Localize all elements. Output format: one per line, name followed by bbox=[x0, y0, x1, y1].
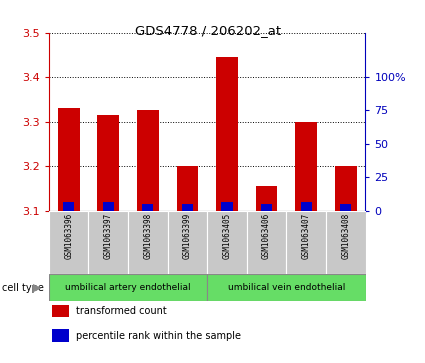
Text: percentile rank within the sample: percentile rank within the sample bbox=[76, 331, 241, 340]
Bar bbox=[182, 204, 193, 211]
Text: GSM1063398: GSM1063398 bbox=[143, 212, 152, 259]
Text: umbilical artery endothelial: umbilical artery endothelial bbox=[65, 283, 191, 292]
Text: cell type: cell type bbox=[2, 283, 44, 293]
Text: umbilical vein endothelial: umbilical vein endothelial bbox=[228, 283, 345, 292]
Bar bbox=[335, 166, 357, 211]
Text: GSM1063406: GSM1063406 bbox=[262, 212, 271, 259]
Bar bbox=[216, 57, 238, 211]
Bar bbox=[49, 274, 207, 301]
Bar bbox=[63, 201, 74, 211]
Text: GSM1063407: GSM1063407 bbox=[302, 212, 311, 259]
Bar bbox=[58, 108, 79, 211]
Bar bbox=[52, 330, 69, 342]
Text: GSM1063408: GSM1063408 bbox=[341, 212, 350, 259]
Bar bbox=[300, 201, 312, 211]
Bar bbox=[137, 110, 159, 211]
Bar bbox=[142, 204, 153, 211]
Bar bbox=[207, 211, 247, 274]
Bar bbox=[88, 211, 128, 274]
Text: GSM1063396: GSM1063396 bbox=[64, 212, 73, 259]
Bar bbox=[256, 186, 278, 211]
Bar bbox=[286, 211, 326, 274]
Bar bbox=[49, 211, 88, 274]
Bar bbox=[176, 166, 198, 211]
Bar bbox=[52, 305, 69, 317]
Bar bbox=[247, 211, 286, 274]
Bar bbox=[261, 204, 272, 211]
Bar bbox=[221, 201, 232, 211]
Bar bbox=[295, 122, 317, 211]
Text: GSM1063399: GSM1063399 bbox=[183, 212, 192, 259]
Text: GDS4778 / 206202_at: GDS4778 / 206202_at bbox=[135, 24, 281, 37]
Text: GSM1063405: GSM1063405 bbox=[222, 212, 232, 259]
Text: transformed count: transformed count bbox=[76, 306, 167, 316]
Bar bbox=[97, 115, 119, 211]
Bar bbox=[128, 211, 167, 274]
Bar bbox=[340, 204, 351, 211]
Bar bbox=[326, 211, 366, 274]
Text: GSM1063397: GSM1063397 bbox=[104, 212, 113, 259]
Bar bbox=[103, 201, 114, 211]
Text: ▶: ▶ bbox=[33, 283, 42, 293]
Bar bbox=[167, 211, 207, 274]
Bar bbox=[207, 274, 366, 301]
